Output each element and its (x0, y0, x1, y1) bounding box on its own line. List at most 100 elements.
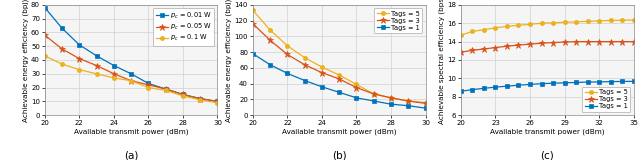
Tags = 1 (284, 72, 291, 74)
Y-axis label: Achievable spectral efficiency (bps): Achievable spectral efficiency (bps) (438, 0, 445, 124)
Tags = 1 (607, 81, 614, 83)
Tags = 3 (572, 41, 580, 43)
Tags = 1 (353, 97, 360, 99)
Line: $p_c$ = 0.01 W: $p_c$ = 0.01 W (43, 5, 220, 104)
Line: $p_c$ = 0.05 W: $p_c$ = 0.05 W (42, 32, 221, 105)
Line: Tags = 5: Tags = 5 (251, 8, 428, 105)
Tags = 5 (607, 20, 614, 21)
Tags = 1 (526, 83, 534, 85)
Text: (b): (b) (332, 151, 346, 160)
Tags = 3 (480, 48, 488, 50)
$p_c$ = 0.01 W (110, 65, 118, 67)
Tags = 5 (503, 25, 511, 27)
$p_c$ = 0.01 W (179, 94, 187, 96)
Tags = 5 (370, 93, 378, 95)
Tags = 5 (404, 100, 412, 102)
$p_c$ = 0.05 W (162, 88, 170, 90)
Tags = 3 (404, 100, 412, 102)
Tags = 5 (480, 29, 488, 31)
Tags = 5 (422, 102, 429, 104)
$p_c$ = 0.1 W (214, 102, 221, 104)
$p_c$ = 0.1 W (127, 80, 135, 82)
$p_c$ = 0.01 W (162, 88, 170, 90)
Tags = 5 (492, 27, 499, 29)
Tags = 1 (595, 81, 603, 83)
Tags = 3 (284, 53, 291, 56)
Tags = 5 (538, 22, 545, 24)
Tags = 3 (630, 41, 637, 43)
Line: Tags = 1: Tags = 1 (459, 79, 636, 93)
X-axis label: Available transmit power (dBm): Available transmit power (dBm) (74, 128, 188, 135)
Legend: Tags = 5, Tags = 3, Tags = 1: Tags = 5, Tags = 3, Tags = 1 (582, 87, 630, 112)
Tags = 1 (584, 81, 591, 83)
Text: (a): (a) (124, 151, 138, 160)
Tags = 5 (526, 23, 534, 25)
Line: Tags = 5: Tags = 5 (459, 18, 636, 37)
Tags = 1 (618, 80, 626, 82)
Legend: $p_c$ = 0.01 W, $p_c$ = 0.05 W, $p_c$ = 0.1 W: $p_c$ = 0.01 W, $p_c$ = 0.05 W, $p_c$ = … (153, 8, 214, 46)
$p_c$ = 0.1 W (162, 89, 170, 91)
$p_c$ = 0.01 W (127, 73, 135, 75)
Tags = 3 (422, 102, 429, 104)
X-axis label: Available transmit power (dBm): Available transmit power (dBm) (490, 128, 605, 135)
Tags = 5 (318, 66, 326, 68)
Tags = 1 (457, 90, 465, 92)
Tags = 3 (515, 44, 522, 46)
$p_c$ = 0.1 W (76, 69, 83, 71)
$p_c$ = 0.1 W (58, 63, 66, 65)
$p_c$ = 0.01 W (214, 100, 221, 102)
Tags = 5 (618, 19, 626, 21)
$p_c$ = 0.05 W (58, 48, 66, 50)
Tags = 3 (370, 93, 378, 95)
Tags = 5 (549, 22, 557, 24)
Tags = 5 (515, 24, 522, 26)
Tags = 5 (630, 19, 637, 21)
Tags = 1 (468, 89, 476, 91)
$p_c$ = 0.01 W (93, 55, 100, 57)
$p_c$ = 0.01 W (145, 83, 152, 84)
Tags = 1 (630, 80, 637, 82)
Line: Tags = 3: Tags = 3 (250, 20, 429, 107)
Line: Tags = 3: Tags = 3 (458, 38, 637, 56)
Tags = 3 (301, 64, 308, 66)
Tags = 1 (515, 84, 522, 86)
$p_c$ = 0.1 W (179, 95, 187, 97)
Tags = 5 (266, 29, 274, 31)
Tags = 3 (561, 41, 568, 43)
Tags = 5 (468, 31, 476, 32)
Tags = 5 (335, 74, 343, 76)
Tags = 5 (457, 34, 465, 36)
Tags = 1 (561, 82, 568, 84)
$p_c$ = 0.01 W (58, 27, 66, 29)
$p_c$ = 0.05 W (76, 58, 83, 60)
Tags = 1 (318, 86, 326, 88)
$p_c$ = 0.01 W (41, 7, 49, 8)
Tags = 3 (266, 39, 274, 41)
Tags = 5 (595, 20, 603, 22)
$p_c$ = 0.05 W (214, 100, 221, 102)
$p_c$ = 0.1 W (145, 87, 152, 88)
Tags = 3 (538, 42, 545, 44)
Tags = 1 (301, 80, 308, 81)
Tags = 1 (572, 81, 580, 83)
Tags = 3 (584, 41, 591, 43)
Tags = 1 (387, 103, 395, 105)
Tags = 3 (353, 87, 360, 88)
Tags = 1 (404, 105, 412, 107)
Tags = 3 (607, 41, 614, 43)
$p_c$ = 0.1 W (110, 77, 118, 79)
Tags = 5 (249, 9, 257, 11)
Tags = 3 (457, 51, 465, 53)
Tags = 3 (318, 72, 326, 74)
Tags = 1 (538, 83, 545, 85)
Tags = 5 (572, 21, 580, 23)
Tags = 1 (266, 64, 274, 66)
Y-axis label: Achievable energy efficiency (bpj): Achievable energy efficiency (bpj) (226, 0, 232, 122)
Tags = 1 (503, 85, 511, 87)
Tags = 1 (335, 91, 343, 93)
$p_c$ = 0.1 W (196, 99, 204, 101)
Tags = 3 (387, 97, 395, 99)
$p_c$ = 0.01 W (196, 98, 204, 100)
$p_c$ = 0.05 W (110, 73, 118, 75)
Tags = 3 (549, 42, 557, 44)
